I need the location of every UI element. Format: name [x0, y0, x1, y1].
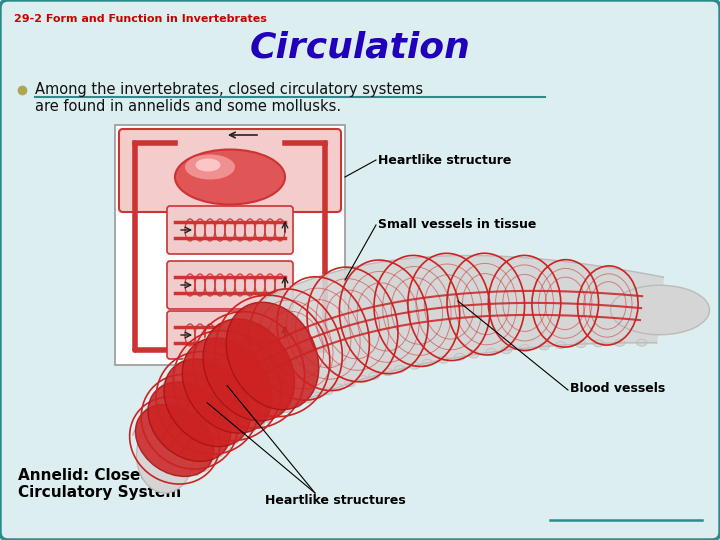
Ellipse shape: [454, 353, 465, 360]
Ellipse shape: [164, 359, 251, 447]
Ellipse shape: [593, 340, 603, 347]
Ellipse shape: [636, 339, 647, 346]
FancyBboxPatch shape: [167, 311, 293, 359]
Ellipse shape: [235, 432, 246, 439]
Ellipse shape: [486, 349, 497, 356]
Ellipse shape: [262, 415, 273, 422]
Ellipse shape: [614, 339, 625, 346]
Ellipse shape: [182, 338, 272, 433]
Ellipse shape: [611, 285, 709, 335]
Text: Annelid: Closed
Circulatory System: Annelid: Closed Circulatory System: [18, 468, 181, 501]
Ellipse shape: [280, 406, 291, 413]
Ellipse shape: [358, 376, 368, 383]
Ellipse shape: [198, 464, 209, 471]
FancyBboxPatch shape: [119, 129, 341, 212]
Ellipse shape: [410, 362, 420, 369]
Text: are found in annelids and some mollusks.: are found in annelids and some mollusks.: [35, 99, 341, 114]
Text: Heartlike structures: Heartlike structures: [265, 494, 405, 507]
Ellipse shape: [576, 341, 586, 348]
Ellipse shape: [302, 396, 312, 403]
Ellipse shape: [245, 426, 256, 433]
Ellipse shape: [311, 392, 321, 399]
Ellipse shape: [323, 388, 333, 395]
Ellipse shape: [205, 458, 215, 465]
Ellipse shape: [175, 150, 285, 205]
Ellipse shape: [469, 351, 479, 358]
Ellipse shape: [213, 450, 223, 457]
Ellipse shape: [196, 159, 220, 172]
Ellipse shape: [369, 373, 379, 380]
Ellipse shape: [137, 417, 194, 493]
Polygon shape: [132, 255, 663, 475]
Ellipse shape: [220, 444, 230, 451]
Ellipse shape: [228, 437, 239, 444]
Ellipse shape: [272, 410, 282, 417]
Text: Circulation: Circulation: [250, 31, 470, 65]
Ellipse shape: [539, 343, 549, 350]
Ellipse shape: [291, 401, 301, 408]
FancyBboxPatch shape: [167, 261, 293, 309]
Text: Small vessels in tissue: Small vessels in tissue: [378, 219, 536, 232]
Ellipse shape: [185, 154, 235, 179]
Ellipse shape: [438, 356, 449, 363]
Ellipse shape: [520, 345, 530, 352]
Ellipse shape: [203, 319, 294, 421]
Ellipse shape: [382, 369, 393, 376]
Text: 29-2 Form and Function in Invertebrates: 29-2 Form and Function in Invertebrates: [14, 14, 267, 24]
Text: Heartlike structure: Heartlike structure: [378, 153, 511, 166]
Ellipse shape: [345, 380, 356, 387]
FancyBboxPatch shape: [115, 125, 345, 365]
Ellipse shape: [395, 366, 405, 373]
Ellipse shape: [501, 347, 512, 354]
Text: Blood vessels: Blood vessels: [570, 381, 665, 395]
FancyBboxPatch shape: [167, 206, 293, 254]
Ellipse shape: [333, 384, 343, 391]
Ellipse shape: [555, 342, 566, 349]
Ellipse shape: [148, 382, 230, 462]
Ellipse shape: [226, 302, 319, 410]
Ellipse shape: [254, 420, 265, 427]
Ellipse shape: [422, 360, 433, 367]
Ellipse shape: [135, 404, 214, 476]
Text: Among the invertebrates, closed circulatory systems: Among the invertebrates, closed circulat…: [35, 82, 423, 97]
